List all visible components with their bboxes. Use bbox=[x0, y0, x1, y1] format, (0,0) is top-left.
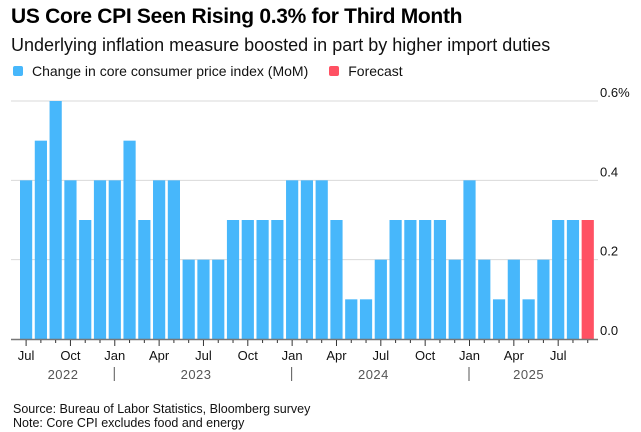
bar bbox=[537, 259, 550, 339]
x-tick-label: Jan bbox=[282, 348, 303, 363]
bar bbox=[492, 299, 506, 339]
source-text: Source: Bureau of Labor Statistics, Bloo… bbox=[13, 402, 311, 416]
bar bbox=[448, 259, 461, 339]
x-tick-label: Jan bbox=[104, 348, 125, 363]
bar bbox=[197, 259, 210, 339]
y-axis: 0.0 0.2 0.4 0.6% bbox=[600, 85, 630, 338]
bar bbox=[226, 220, 240, 339]
bar bbox=[463, 180, 476, 339]
x-tick-label: Jan bbox=[459, 348, 480, 363]
year-label: 2025 bbox=[513, 367, 544, 382]
legend-swatch-forecast bbox=[329, 66, 340, 76]
bar bbox=[552, 220, 565, 339]
bar bbox=[212, 259, 225, 339]
note-text: Note: Core CPI excludes food and energy bbox=[13, 416, 245, 430]
chart-title: US Core CPI Seen Rising 0.3% for Third M… bbox=[11, 5, 463, 28]
bar bbox=[374, 259, 387, 339]
x-tick-label: Jul bbox=[373, 348, 390, 363]
bar bbox=[49, 101, 62, 339]
bar bbox=[167, 180, 180, 339]
bar bbox=[419, 220, 432, 339]
y-tick-label: 0.0 bbox=[600, 323, 618, 338]
year-label: 2022 bbox=[48, 367, 79, 382]
x-tick-label: Oct bbox=[415, 348, 436, 363]
bar bbox=[20, 180, 33, 339]
legend-item-actual: Change in core consumer price index (MoM… bbox=[13, 63, 308, 79]
x-tick-label: Apr bbox=[504, 348, 525, 363]
bar bbox=[108, 180, 121, 339]
bar bbox=[345, 299, 358, 339]
bar bbox=[507, 259, 520, 339]
year-label: 2024 bbox=[358, 367, 389, 382]
bar bbox=[478, 259, 491, 339]
footer: Source: Bureau of Labor Statistics, Bloo… bbox=[13, 402, 310, 430]
bar bbox=[34, 140, 47, 339]
bar bbox=[433, 220, 447, 339]
bar bbox=[522, 299, 535, 339]
chart-subtitle: Underlying inflation measure boosted in … bbox=[11, 35, 551, 55]
bar bbox=[241, 220, 254, 339]
bars bbox=[20, 101, 594, 339]
y-tick-label: 0.6% bbox=[600, 85, 630, 100]
y-tick-label: 0.4 bbox=[600, 164, 618, 179]
bar bbox=[359, 299, 373, 339]
bar bbox=[315, 180, 328, 339]
x-tick-label: Jul bbox=[18, 348, 35, 363]
x-tick-label: Jul bbox=[550, 348, 567, 363]
forecast-bar bbox=[581, 220, 594, 339]
bar bbox=[286, 180, 299, 339]
legend-swatch-actual bbox=[13, 66, 23, 76]
legend-item-forecast: Forecast bbox=[329, 63, 403, 79]
year-label: 2023 bbox=[181, 367, 212, 382]
legend-label-forecast: Forecast bbox=[348, 63, 403, 79]
bar bbox=[79, 220, 92, 339]
bar bbox=[330, 220, 343, 339]
legend-label-actual: Change in core consumer price index (MoM… bbox=[32, 63, 309, 79]
x-tick-label: Apr bbox=[149, 348, 170, 363]
bar bbox=[271, 220, 284, 339]
bar bbox=[389, 220, 402, 339]
x-axis: Jul Oct Jan Apr Jul Oct Jan Apr Jul Oct Jan Apr Jul 2… bbox=[11, 338, 598, 382]
bar bbox=[182, 259, 195, 339]
x-tick-label: Oct bbox=[238, 348, 259, 363]
legend: Change in core consumer price index (MoM… bbox=[13, 63, 424, 79]
bar bbox=[93, 180, 107, 339]
x-tick-label: Jul bbox=[195, 348, 212, 363]
bar bbox=[256, 220, 269, 339]
x-tick-label: Apr bbox=[326, 348, 347, 363]
bar bbox=[123, 140, 136, 339]
x-tick-label: Oct bbox=[60, 348, 81, 363]
bar bbox=[300, 180, 314, 339]
bar bbox=[138, 220, 151, 339]
bar bbox=[404, 220, 417, 339]
bar bbox=[153, 180, 166, 339]
y-tick-label: 0.2 bbox=[600, 244, 618, 259]
bar bbox=[566, 220, 580, 339]
bar bbox=[64, 180, 77, 339]
